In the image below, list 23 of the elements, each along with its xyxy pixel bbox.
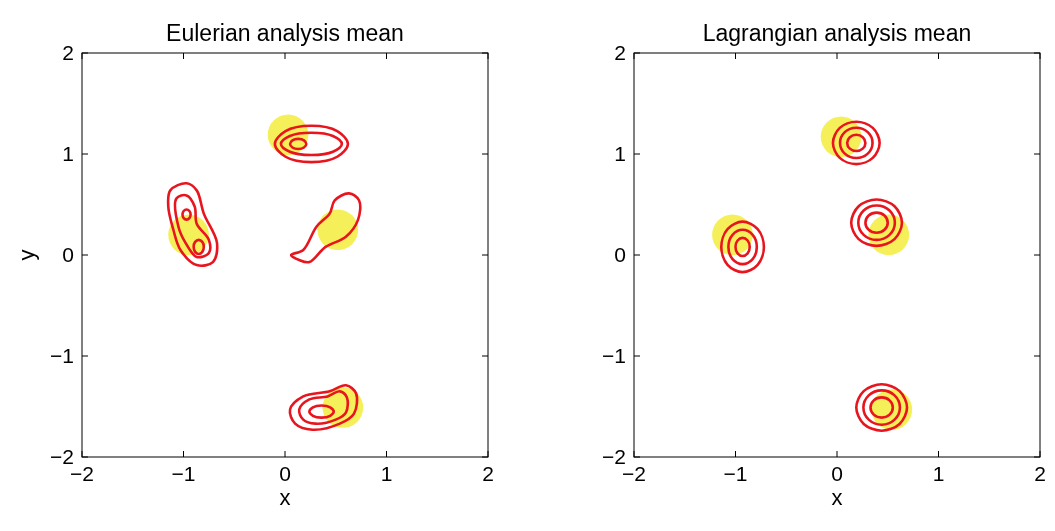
x-tick-label: −1 <box>723 462 748 485</box>
x-tick-label: 2 <box>1034 462 1046 485</box>
y-tick-label: 0 <box>62 243 74 266</box>
chart-title: Lagrangian analysis mean <box>702 20 972 46</box>
x-tick-label: 1 <box>932 462 945 485</box>
x-tick-label: 0 <box>279 462 291 485</box>
x-tick-label: 2 <box>482 462 494 485</box>
x-tick-label: 0 <box>831 462 843 485</box>
y-tick-label: 1 <box>614 142 626 165</box>
y-tick-label: 1 <box>62 142 74 165</box>
x-tick-label: 1 <box>380 462 393 485</box>
y-tick-label: −1 <box>602 344 626 367</box>
x-tick-label: −1 <box>171 462 196 485</box>
x-axis-title: x <box>831 485 843 510</box>
chart-title: Eulerian analysis mean <box>166 20 404 46</box>
y-axis-title: y <box>14 249 39 261</box>
x-axis-title: x <box>279 485 291 510</box>
y-tick-label: −2 <box>602 445 626 468</box>
y-tick-label: 0 <box>614 243 626 266</box>
y-tick-label: 2 <box>614 41 626 64</box>
y-tick-label: −1 <box>50 344 74 367</box>
y-tick-label: 2 <box>62 41 74 64</box>
y-tick-label: −2 <box>50 445 74 468</box>
